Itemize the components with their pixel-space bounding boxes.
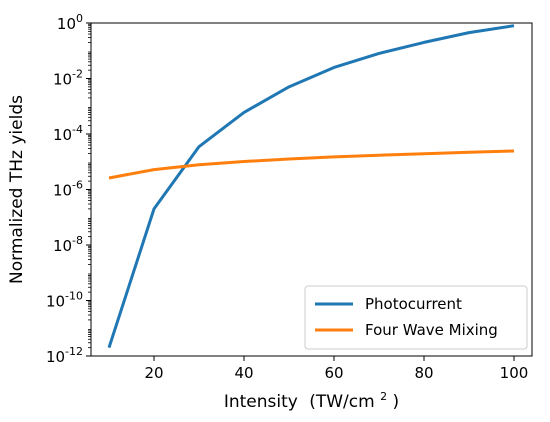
legend-label-four-wave-mixing: Four Wave Mixing — [365, 321, 498, 339]
legend-label-photocurrent: Photocurrent — [365, 295, 462, 313]
x-tick-label: 100 — [500, 364, 529, 382]
x-axis-unit-exponent: 2 — [380, 390, 387, 403]
y-axis-ticks: 100 10-2 10-4 10-6 10-8 10-10 10-12 — [46, 12, 91, 366]
lines-layer — [107, 24, 515, 349]
x-axis-label: Intensity (TW/cm 2 ) — [224, 385, 399, 412]
x-tick-label: 40 — [234, 364, 253, 382]
y-tick-label: 10-6 — [53, 179, 83, 200]
x-axis-unit-close: ) — [393, 392, 400, 412]
y-tick-label: 10-8 — [53, 234, 83, 255]
x-axis-unit: (TW/cm — [309, 392, 374, 412]
y-tick-label: 10-4 — [53, 123, 83, 144]
y-tick-label: 10-10 — [46, 290, 83, 311]
x-tick-label: 80 — [414, 364, 433, 382]
y-tick-label: 100 — [57, 12, 83, 33]
y-tick-label: 10-2 — [53, 68, 83, 89]
legend: Photocurrent Four Wave Mixing — [304, 285, 528, 350]
series-line-photocurrent — [107, 24, 515, 349]
legend-box — [304, 285, 528, 350]
x-tick-label: 20 — [144, 364, 163, 382]
x-tick-label: 60 — [324, 364, 343, 382]
x-axis-ticks: 20 40 60 80 100 — [144, 356, 528, 382]
x-axis-label-text: Intensity — [224, 392, 298, 412]
y-tick-label: 10-12 — [46, 345, 83, 366]
series-line-four-wave-mixing — [108, 149, 515, 180]
y-axis-label: Normalized THz yields — [7, 95, 27, 284]
